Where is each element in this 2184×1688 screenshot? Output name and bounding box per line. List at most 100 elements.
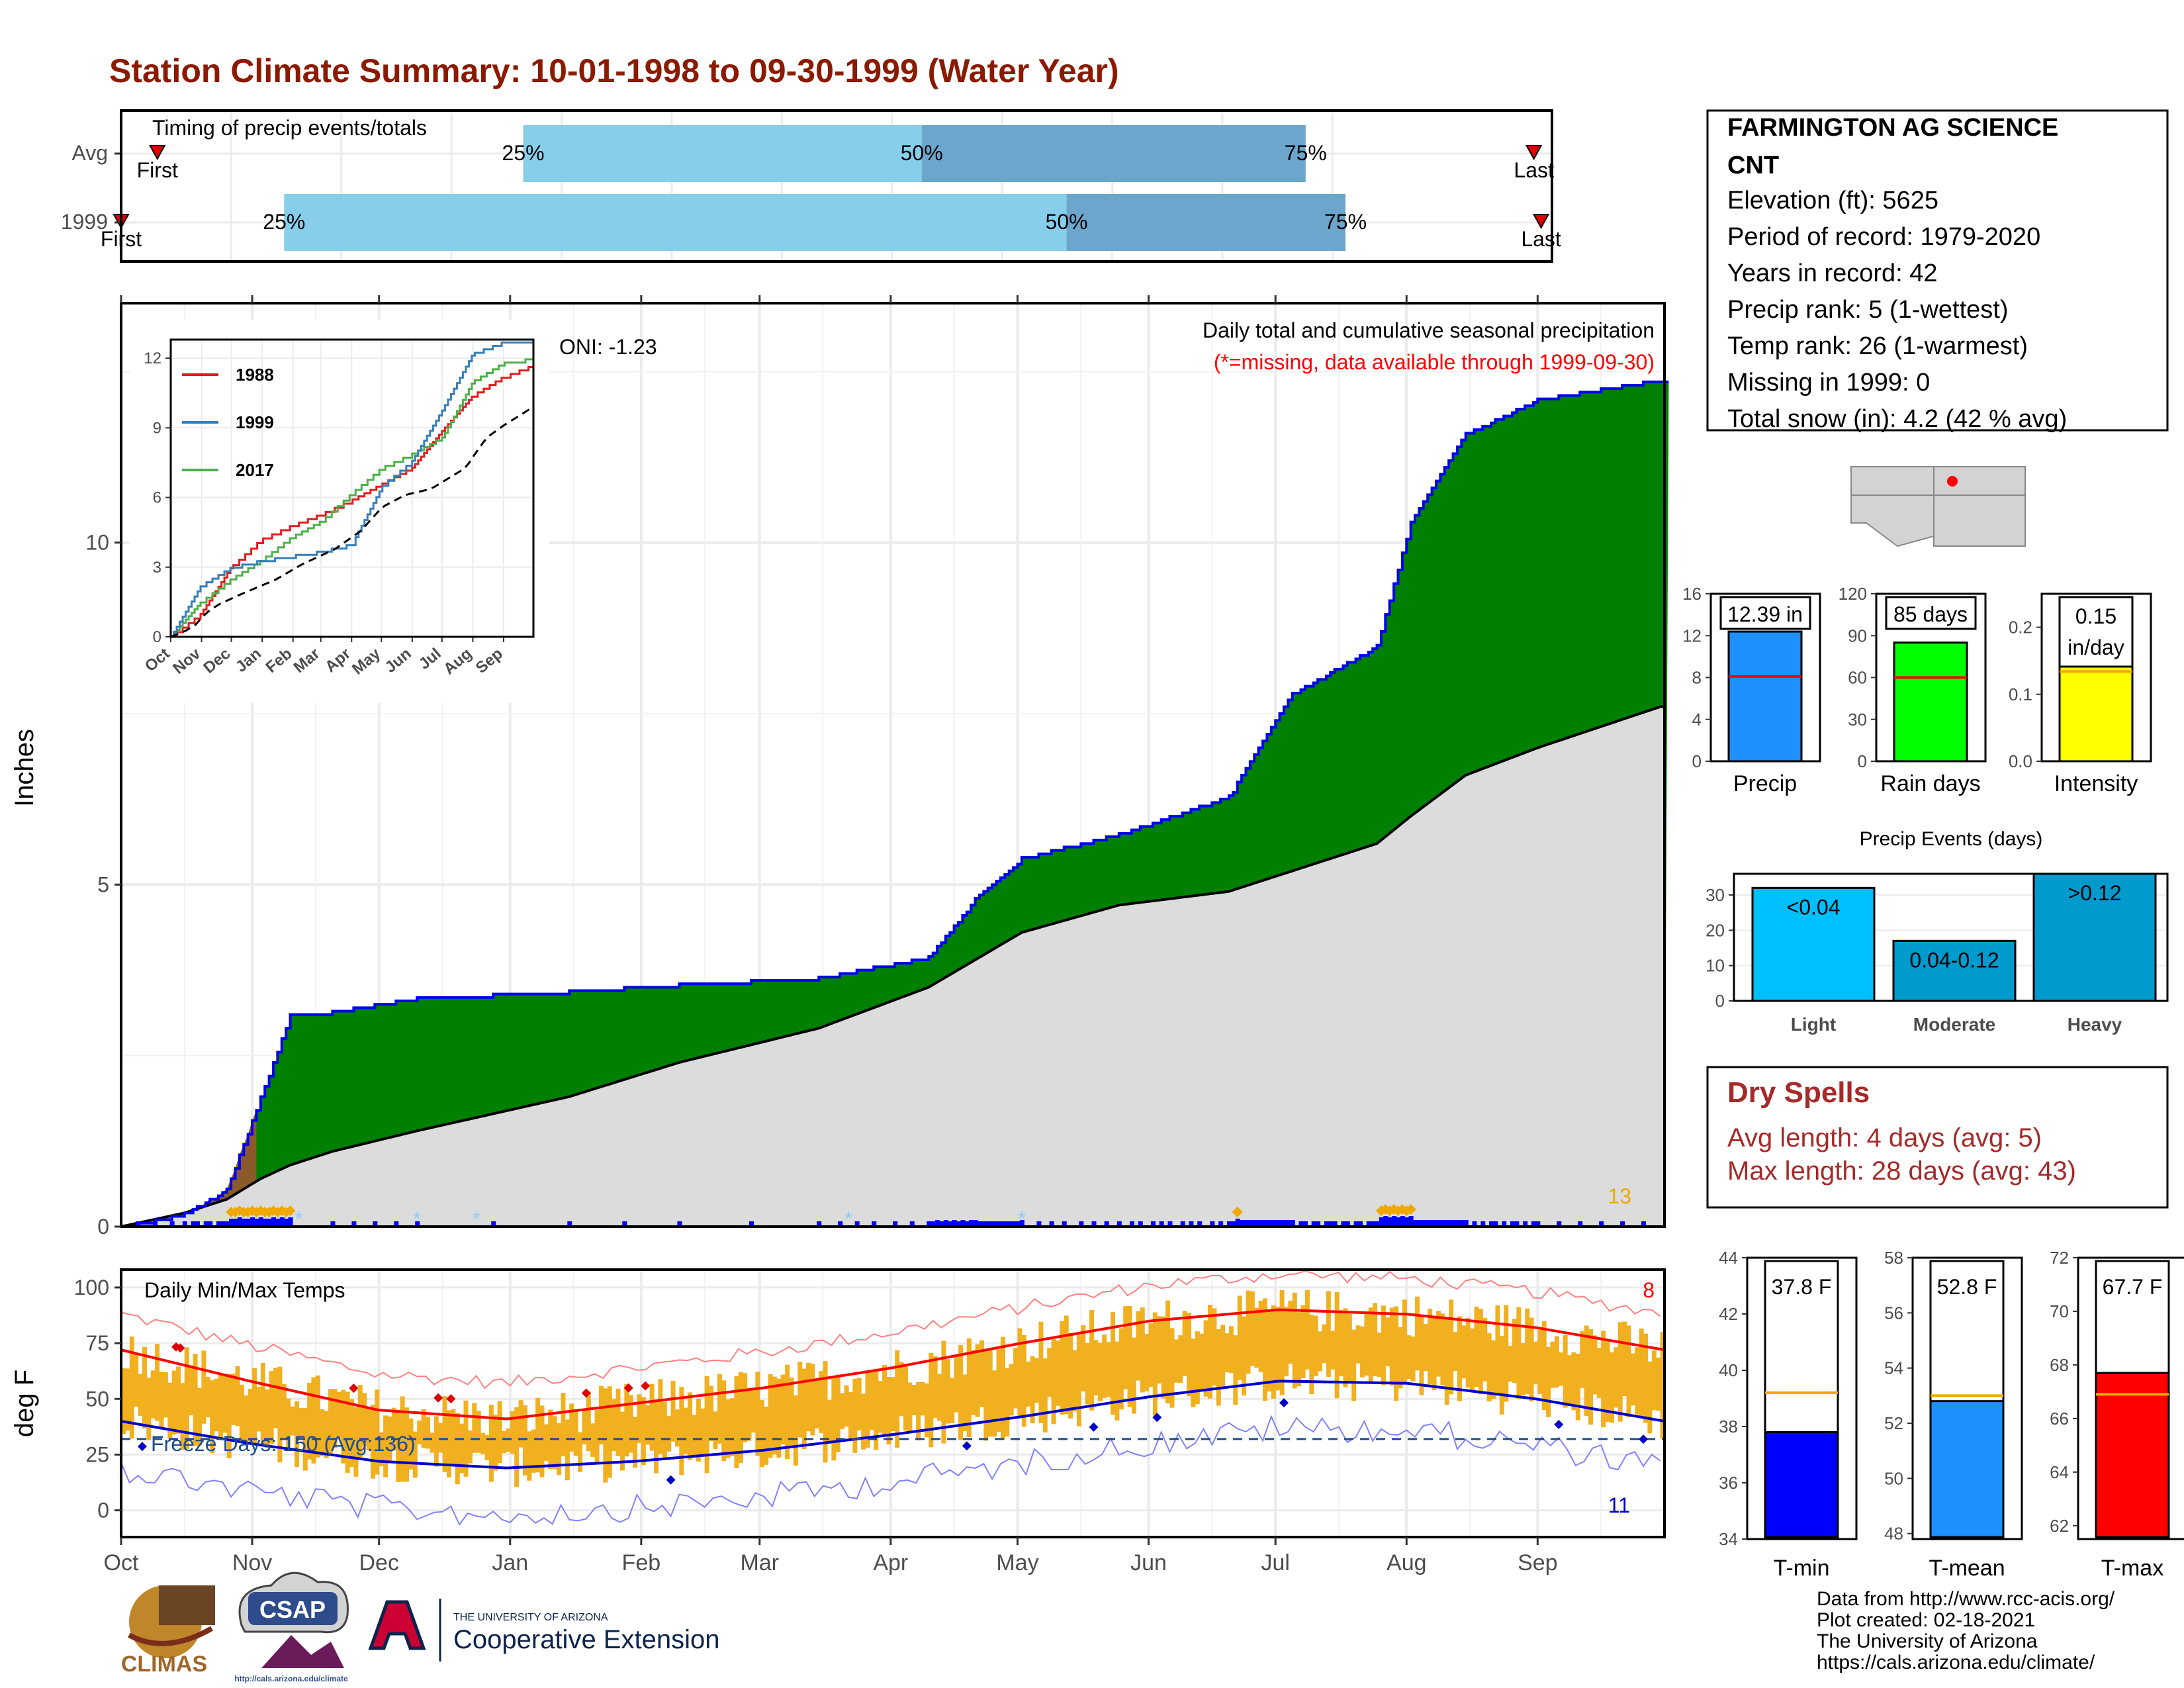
daily-precip-bar bbox=[246, 1219, 251, 1227]
daily-precip-bar bbox=[935, 1220, 940, 1227]
daily-temp-range-bar bbox=[1368, 1307, 1373, 1383]
daily-temp-range-bar bbox=[1191, 1338, 1196, 1407]
stat-x-label: Precip bbox=[1733, 771, 1797, 796]
daily-temp-range-bar bbox=[679, 1387, 684, 1476]
daily-precip-bar bbox=[254, 1219, 259, 1227]
daily-temp-range-bar bbox=[814, 1378, 819, 1429]
daily-temp-range-bar bbox=[1271, 1305, 1276, 1399]
snow-marker: * bbox=[413, 1208, 421, 1230]
daily-precip-bar bbox=[1273, 1220, 1279, 1227]
daily-precip-bar bbox=[1557, 1221, 1562, 1227]
daily-temp-range-bar bbox=[1486, 1333, 1492, 1402]
daily-precip-bar bbox=[1015, 1221, 1021, 1227]
daily-precip-bar bbox=[1357, 1221, 1363, 1227]
daily-precip-bar bbox=[1167, 1221, 1173, 1227]
daily-temp-range-bar bbox=[759, 1399, 764, 1468]
daily-temp-range-bar bbox=[535, 1397, 541, 1473]
stat-y-tick-label: 0.1 bbox=[2009, 684, 2032, 704]
daily-temp-range-bar bbox=[506, 1428, 511, 1452]
daily-temp-range-bar bbox=[134, 1353, 139, 1407]
record-low-marker bbox=[1554, 1419, 1564, 1429]
daily-precip-bar bbox=[1396, 1217, 1401, 1227]
daily-temp-range-bar bbox=[1410, 1336, 1416, 1382]
daily-precip-bar bbox=[749, 1221, 754, 1227]
daily-temp-range-bar bbox=[797, 1361, 803, 1438]
daily-temp-range-bar bbox=[1415, 1296, 1420, 1371]
daily-temp-range-bar bbox=[1017, 1328, 1023, 1418]
daily-precip-bar bbox=[1383, 1216, 1388, 1227]
daily-temp-range-bar bbox=[1394, 1306, 1399, 1401]
daily-temp-range-bar bbox=[231, 1374, 236, 1425]
daily-precip-bar bbox=[1366, 1221, 1371, 1227]
temp-stat-bar bbox=[1764, 1431, 1839, 1538]
daily-temp-range-bar bbox=[1334, 1291, 1340, 1399]
daily-temp-range-bar bbox=[1309, 1315, 1314, 1395]
daily-temp-range-bar bbox=[1643, 1333, 1649, 1423]
daily-temp-range-bar bbox=[1178, 1335, 1183, 1383]
stat-value-label: 0.15 bbox=[2075, 604, 2116, 628]
daily-temp-range-bar bbox=[311, 1377, 316, 1464]
daily-temp-range-bar bbox=[615, 1388, 621, 1456]
record-high-marker bbox=[175, 1343, 185, 1353]
daily-temp-range-bar bbox=[1508, 1345, 1513, 1382]
station-info-line: Elevation (ft): 5625 bbox=[1727, 187, 1938, 214]
daily-precip-bar bbox=[1049, 1221, 1054, 1227]
daily-temp-range-bar bbox=[1047, 1348, 1052, 1397]
daily-temp-range-bar bbox=[1398, 1327, 1403, 1389]
daily-temp-range-bar bbox=[493, 1415, 498, 1471]
oni-label: ONI: -1.23 bbox=[559, 335, 657, 359]
precip-event-label: 0.04-0.12 bbox=[1909, 948, 1999, 972]
daily-temp-range-bar bbox=[658, 1379, 663, 1454]
daily-temp-range-bar bbox=[269, 1371, 274, 1444]
dry-spells-box bbox=[1706, 1066, 2169, 1209]
daily-temp-range-bar bbox=[1567, 1355, 1572, 1404]
daily-temp-range-bar bbox=[1428, 1309, 1433, 1385]
events-panel-border bbox=[1733, 872, 2169, 1002]
daily-precip-bar bbox=[817, 1221, 822, 1227]
daily-precip-bar bbox=[1413, 1220, 1418, 1227]
daily-temp-range-bar bbox=[193, 1354, 198, 1446]
daily-temp-range-bar bbox=[1630, 1353, 1635, 1406]
daily-temp-range-bar bbox=[700, 1408, 705, 1455]
daily-temp-range-bar bbox=[1660, 1332, 1665, 1439]
average-min-temp-line bbox=[120, 1380, 1665, 1470]
daily-temp-range-bar bbox=[1465, 1317, 1471, 1388]
daily-temp-range-bar bbox=[1406, 1335, 1412, 1380]
stat-y-tick-label: 4 bbox=[1692, 710, 1702, 729]
daily-precip-bar bbox=[1252, 1220, 1257, 1227]
daily-temp-range-bar bbox=[819, 1371, 824, 1433]
daily-temp-range-bar bbox=[150, 1370, 156, 1419]
daily-precip-bar bbox=[1286, 1220, 1291, 1227]
daily-precip-bar bbox=[1387, 1217, 1392, 1227]
daily-temp-range-bar bbox=[294, 1401, 299, 1468]
daily-temp-range-bar bbox=[1533, 1341, 1538, 1385]
daily-precip-bar bbox=[1371, 1221, 1376, 1227]
precip-event-bar bbox=[1892, 939, 2017, 1002]
daily-temp-range-bar bbox=[1005, 1368, 1010, 1437]
temp-stat-y-tick-label: 62 bbox=[2050, 1516, 2069, 1536]
daily-temp-range-bar bbox=[962, 1374, 968, 1432]
daily-temp-range-bar bbox=[907, 1382, 913, 1432]
daily-precip-bar bbox=[1129, 1221, 1134, 1227]
daily-precip-bar bbox=[1463, 1220, 1469, 1227]
daily-temp-range-bar bbox=[987, 1348, 993, 1437]
daily-precip-bar bbox=[1079, 1221, 1084, 1227]
stat-bar bbox=[1727, 630, 1803, 763]
station-info-line: Temp rank: 26 (1-warmest) bbox=[1727, 332, 2028, 360]
daily-temp-range-bar bbox=[1381, 1305, 1386, 1385]
daily-temp-range-bar bbox=[1216, 1329, 1221, 1406]
daily-precip-bar bbox=[1442, 1220, 1447, 1227]
station-location-dot bbox=[1947, 476, 1958, 487]
precip-y-axis-label: Inches bbox=[10, 729, 39, 807]
daily-precip-bar bbox=[677, 1221, 682, 1227]
daily-temp-range-bar bbox=[543, 1424, 549, 1461]
daily-temp-range-bar bbox=[252, 1368, 257, 1445]
daily-temp-range-bar bbox=[1432, 1315, 1437, 1390]
daily-temp-range-bar bbox=[1313, 1315, 1318, 1376]
temp-stat-y-tick-label: 56 bbox=[1884, 1303, 1903, 1323]
stat-value-box bbox=[1885, 596, 1977, 630]
daily-precip-bar bbox=[1210, 1221, 1215, 1227]
daily-temp-range-bar bbox=[983, 1349, 989, 1441]
timing-p75-label: 75% bbox=[1285, 141, 1327, 165]
daily-temp-range-bar bbox=[1449, 1299, 1454, 1395]
